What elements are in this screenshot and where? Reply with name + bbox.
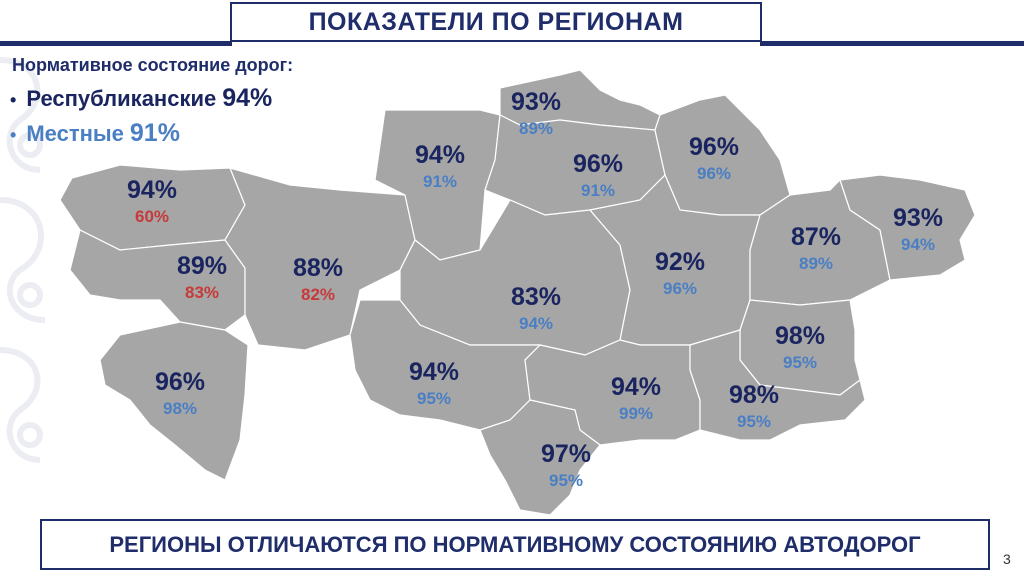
region-republican-label: 88%	[293, 254, 343, 282]
region-local-label: 89%	[519, 119, 553, 138]
local-label: Местные	[26, 121, 124, 146]
region-local-label: 60%	[135, 207, 169, 226]
region-republican-label: 96%	[573, 150, 623, 178]
region-local-label: 96%	[663, 279, 697, 298]
subtitle: Нормативное состояние дорог:	[12, 55, 294, 75]
region-local-label: 94%	[519, 314, 553, 333]
title-rule-left	[0, 41, 232, 46]
region-almaty	[689, 329, 866, 441]
republican-label: Республиканские	[26, 86, 217, 111]
region-turkistan	[479, 399, 601, 516]
region-local-label: 99%	[619, 404, 653, 423]
region-republican-label: 96%	[689, 133, 739, 161]
region-local-label: 94%	[901, 235, 935, 254]
bullet: •	[10, 125, 17, 145]
region-local-label: 83%	[185, 283, 219, 302]
republican-value: 94%	[222, 84, 273, 112]
title-box: ПОКАЗАТЕЛИ ПО РЕГИОНАМ	[230, 2, 762, 42]
region-local-label: 95%	[417, 389, 451, 408]
region-local-label: 95%	[783, 353, 817, 372]
region-mangystau	[99, 321, 249, 481]
region-local-label: 95%	[737, 412, 771, 431]
region-republican-label: 96%	[155, 368, 205, 396]
region-republican-label: 94%	[127, 176, 177, 204]
region-local-label: 98%	[163, 399, 197, 418]
region-local-label: 82%	[301, 285, 335, 304]
region-local-label: 89%	[799, 254, 833, 273]
region-kostanay	[374, 109, 501, 261]
region-republican-label: 87%	[791, 223, 841, 251]
region-republican-label: 89%	[177, 252, 227, 280]
region-local-label: 91%	[423, 172, 457, 191]
region-local-label: 91%	[581, 181, 615, 200]
region-republican-label: 83%	[511, 283, 561, 311]
region-east-kazakhstan	[839, 174, 976, 281]
page-title: ПОКАЗАТЕЛИ ПО РЕГИОНАМ	[308, 7, 684, 36]
republican-summary: • Республиканские 94%	[10, 84, 272, 113]
region-republican-label: 92%	[655, 248, 705, 276]
region-republican-label: 94%	[611, 373, 661, 401]
region-republican-label: 97%	[541, 440, 591, 468]
region-republican-label: 93%	[893, 204, 943, 232]
conclusion-text: РЕГИОНЫ ОТЛИЧАЮТСЯ ПО НОРМАТИВНОМУ СОСТО…	[109, 531, 921, 557]
region-local-label: 95%	[549, 471, 583, 490]
ornament-decoration	[0, 57, 46, 463]
local-value: 91%	[129, 119, 180, 147]
page-number: 3	[1003, 551, 1011, 567]
local-summary: • Местные 91%	[10, 119, 180, 148]
conclusion-box: РЕГИОНЫ ОТЛИЧАЮТСЯ ПО НОРМАТИВНОМУ СОСТО…	[40, 519, 990, 570]
title-rule-right	[760, 41, 1024, 46]
bullet: •	[10, 90, 17, 110]
region-republican-label: 93%	[511, 88, 561, 116]
region-republican-label: 94%	[415, 141, 465, 169]
region-local-label: 96%	[697, 164, 731, 183]
region-republican-label: 94%	[409, 358, 459, 386]
region-republican-label: 98%	[729, 381, 779, 409]
region-republican-label: 98%	[775, 322, 825, 350]
